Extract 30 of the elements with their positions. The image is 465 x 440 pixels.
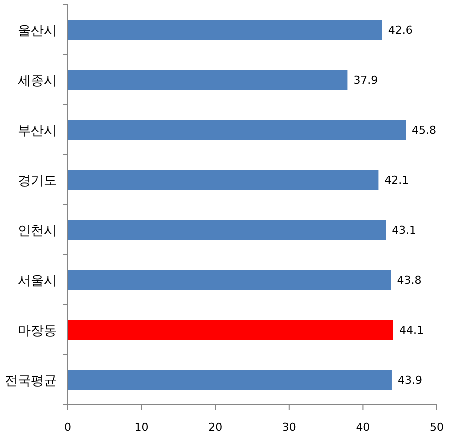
y-tick-label: 마장동 xyxy=(18,324,57,339)
data-label: 37.9 xyxy=(354,74,378,87)
data-label: 42.6 xyxy=(388,24,413,37)
data-label: 42.1 xyxy=(384,174,410,187)
y-tick-label: 경기도 xyxy=(18,174,57,189)
x-tick-label: 0 xyxy=(64,421,72,434)
y-tick-label: 부산시 xyxy=(18,124,57,139)
y-tick-label: 서울시 xyxy=(18,274,57,289)
data-label: 44.1 xyxy=(399,324,424,337)
y-tick-label: 울산시 xyxy=(18,24,57,39)
x-tick-label: 30 xyxy=(282,421,296,434)
bar xyxy=(68,70,348,90)
x-tick-label: 20 xyxy=(208,421,223,434)
bar xyxy=(68,220,386,240)
data-label: 43.8 xyxy=(397,274,422,287)
bar xyxy=(68,270,392,290)
bar xyxy=(68,20,382,40)
data-label: 45.8 xyxy=(412,124,437,137)
bar xyxy=(68,170,379,190)
x-tick-label: 50 xyxy=(430,421,444,434)
bar xyxy=(68,370,392,390)
x-tick-label: 40 xyxy=(356,421,370,434)
x-tick-label: 10 xyxy=(134,421,149,434)
y-tick-label: 세종시 xyxy=(18,74,57,89)
bar xyxy=(68,120,406,140)
y-tick-label: 인천시 xyxy=(18,224,57,239)
data-label: 43.1 xyxy=(392,224,417,237)
y-tick-label: 전국평균 xyxy=(5,374,57,389)
bar xyxy=(68,320,394,340)
data-label: 43.9 xyxy=(398,374,422,387)
